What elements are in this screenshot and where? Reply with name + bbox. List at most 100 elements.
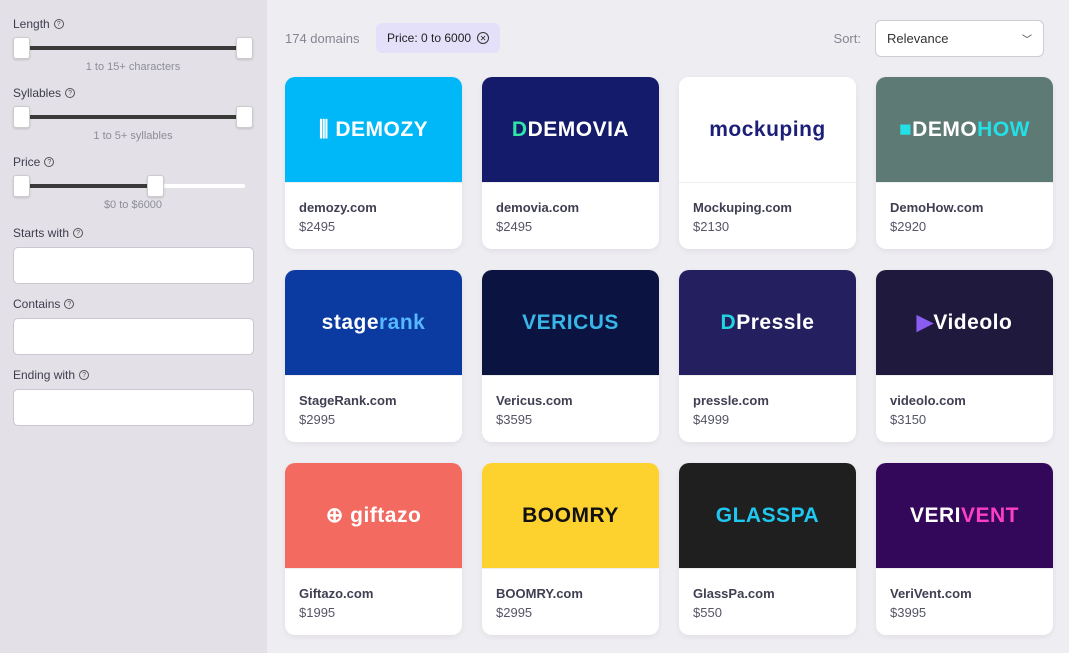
- logo-text: Videolo: [933, 310, 1013, 334]
- chevron-down-icon: ﹀: [1022, 35, 1032, 46]
- syllables-label: Syllables?: [13, 86, 254, 100]
- slider-thumb-low[interactable]: [13, 37, 30, 59]
- length-slider[interactable]: [13, 37, 253, 59]
- logo-text: D: [511, 117, 528, 141]
- logo-text: ▶: [916, 311, 934, 334]
- logo-text: DEMO: [912, 117, 978, 141]
- sort-select[interactable]: Relevance ﹀: [875, 20, 1044, 57]
- slider-thumb-low[interactable]: [13, 106, 30, 128]
- domain-card[interactable]: ▶ Videolo videolo.com $3150: [876, 270, 1053, 442]
- sort-label: Sort:: [833, 31, 861, 46]
- domain-card[interactable]: GLASSPA GlassPa.com $550: [679, 463, 856, 635]
- domain-name[interactable]: StageRank.com: [299, 393, 397, 408]
- domain-name[interactable]: demovia.com: [496, 200, 580, 215]
- price-filter-chip[interactable]: Price: 0 to 6000 ✕: [376, 23, 501, 53]
- domain-logo: GLASSPA: [679, 463, 856, 569]
- domain-name[interactable]: BOOMRY.com: [496, 586, 583, 601]
- filter-sidebar: Length? 1 to 15+ characters Syllables? 1…: [0, 0, 267, 653]
- logo-text: BOOMRY: [522, 503, 619, 527]
- logo-text: VERI: [909, 503, 961, 527]
- domain-card[interactable]: D DEMOVIA demovia.com $2495: [482, 77, 659, 249]
- domain-logo: BOOMRY: [482, 463, 659, 569]
- logo-text: D: [720, 310, 737, 334]
- starts-with-input[interactable]: [13, 247, 254, 284]
- domain-card[interactable]: BOOMRY BOOMRY.com $2995: [482, 463, 659, 635]
- domain-name[interactable]: pressle.com: [693, 393, 769, 408]
- contains-input[interactable]: [13, 318, 254, 355]
- domain-card[interactable]: ⊕ giftazo Giftazo.com $1995: [285, 463, 462, 635]
- ending-with-label-text: Ending with: [13, 368, 76, 382]
- help-icon[interactable]: ?: [73, 228, 84, 238]
- price-label-text: Price: [13, 155, 41, 169]
- logo-text: DEMOVIA: [527, 117, 630, 141]
- domain-card[interactable]: VERI VENT VeriVent.com $3995: [876, 463, 1053, 635]
- domain-logo: D Pressle: [679, 270, 856, 376]
- help-icon[interactable]: ?: [79, 370, 90, 380]
- logo-text: VENT: [961, 503, 1020, 527]
- domain-name[interactable]: VeriVent.com: [890, 586, 972, 601]
- price-slider[interactable]: [13, 175, 253, 197]
- logo-text: VERICUS: [522, 310, 619, 334]
- domain-card[interactable]: stage rank StageRank.com $2995: [285, 270, 462, 442]
- slider-fill: [21, 46, 244, 50]
- domain-card[interactable]: VERICUS Vericus.com $3595: [482, 270, 659, 442]
- ending-with-label: Ending with?: [13, 368, 254, 382]
- price-label: Price?: [13, 155, 254, 169]
- domain-logo: ■ DEMO HOW: [876, 77, 1053, 183]
- domain-price: $3150: [890, 412, 927, 427]
- domain-price: $4999: [693, 412, 730, 427]
- slider-thumb-high[interactable]: [146, 175, 164, 197]
- domain-logo: ⫼ DEMOZY: [285, 77, 462, 183]
- ending-with-input[interactable]: [13, 389, 254, 426]
- domain-name[interactable]: demozy.com: [299, 200, 377, 215]
- sort-value: Relevance: [887, 31, 949, 46]
- result-count: 174 domains: [285, 31, 360, 46]
- logo-text: Pressle: [736, 310, 815, 334]
- domain-logo: VERICUS: [482, 270, 659, 376]
- syllables-slider[interactable]: [13, 106, 253, 128]
- domain-price: $2920: [890, 219, 927, 234]
- length-label-text: Length: [13, 17, 50, 31]
- slider-thumb-high[interactable]: [236, 37, 253, 59]
- contains-label-text: Contains: [13, 297, 61, 311]
- domain-card[interactable]: ⫼ DEMOZY demozy.com $2495: [285, 77, 462, 249]
- price-caption: $0 to $6000: [103, 199, 163, 211]
- domain-price: $2495: [496, 219, 533, 234]
- domain-name[interactable]: videolo.com: [890, 393, 966, 408]
- domain-price: $2495: [299, 219, 336, 234]
- domain-name[interactable]: DemoHow.com: [890, 200, 984, 215]
- domain-card[interactable]: D Pressle pressle.com $4999: [679, 270, 856, 442]
- domain-name[interactable]: Mockuping.com: [693, 200, 792, 215]
- help-icon[interactable]: ?: [53, 19, 64, 29]
- domain-price: $3995: [890, 605, 927, 620]
- results-toolbar: 174 domains Price: 0 to 6000 ✕ Sort: Rele…: [285, 20, 1044, 57]
- logo-text: GLASSPA: [715, 503, 820, 527]
- length-caption: 1 to 15+ characters: [85, 61, 181, 73]
- starts-with-label: Starts with?: [13, 226, 254, 240]
- domain-price: $550: [693, 605, 722, 620]
- domain-card[interactable]: mockuping Mockuping.com $2130: [679, 77, 856, 249]
- domain-logo: stage rank: [285, 270, 462, 376]
- slider-thumb-high[interactable]: [236, 106, 253, 128]
- domain-price: $2130: [693, 219, 730, 234]
- close-icon[interactable]: ✕: [477, 32, 490, 44]
- domain-name[interactable]: GlassPa.com: [693, 586, 775, 601]
- domain-logo: mockuping: [679, 77, 856, 183]
- contains-label: Contains?: [13, 297, 254, 311]
- domain-name[interactable]: Giftazo.com: [299, 586, 374, 601]
- slider-thumb-low[interactable]: [13, 175, 30, 197]
- help-icon[interactable]: ?: [65, 88, 76, 98]
- slider-fill: [21, 115, 244, 119]
- logo-text: ■: [898, 117, 913, 141]
- domain-name[interactable]: Vericus.com: [496, 393, 573, 408]
- help-icon[interactable]: ?: [64, 299, 75, 309]
- domain-price: $3595: [496, 412, 533, 427]
- help-icon[interactable]: ?: [44, 157, 55, 167]
- syllables-caption: 1 to 5+ syllables: [93, 130, 173, 142]
- domain-logo: D DEMOVIA: [482, 77, 659, 183]
- domain-logo: ▶ Videolo: [876, 270, 1053, 376]
- slider-fill: [21, 184, 155, 188]
- logo-text: mockuping: [709, 117, 826, 141]
- logo-text: stage: [321, 310, 379, 334]
- domain-card[interactable]: ■ DEMO HOW DemoHow.com $2920: [876, 77, 1053, 249]
